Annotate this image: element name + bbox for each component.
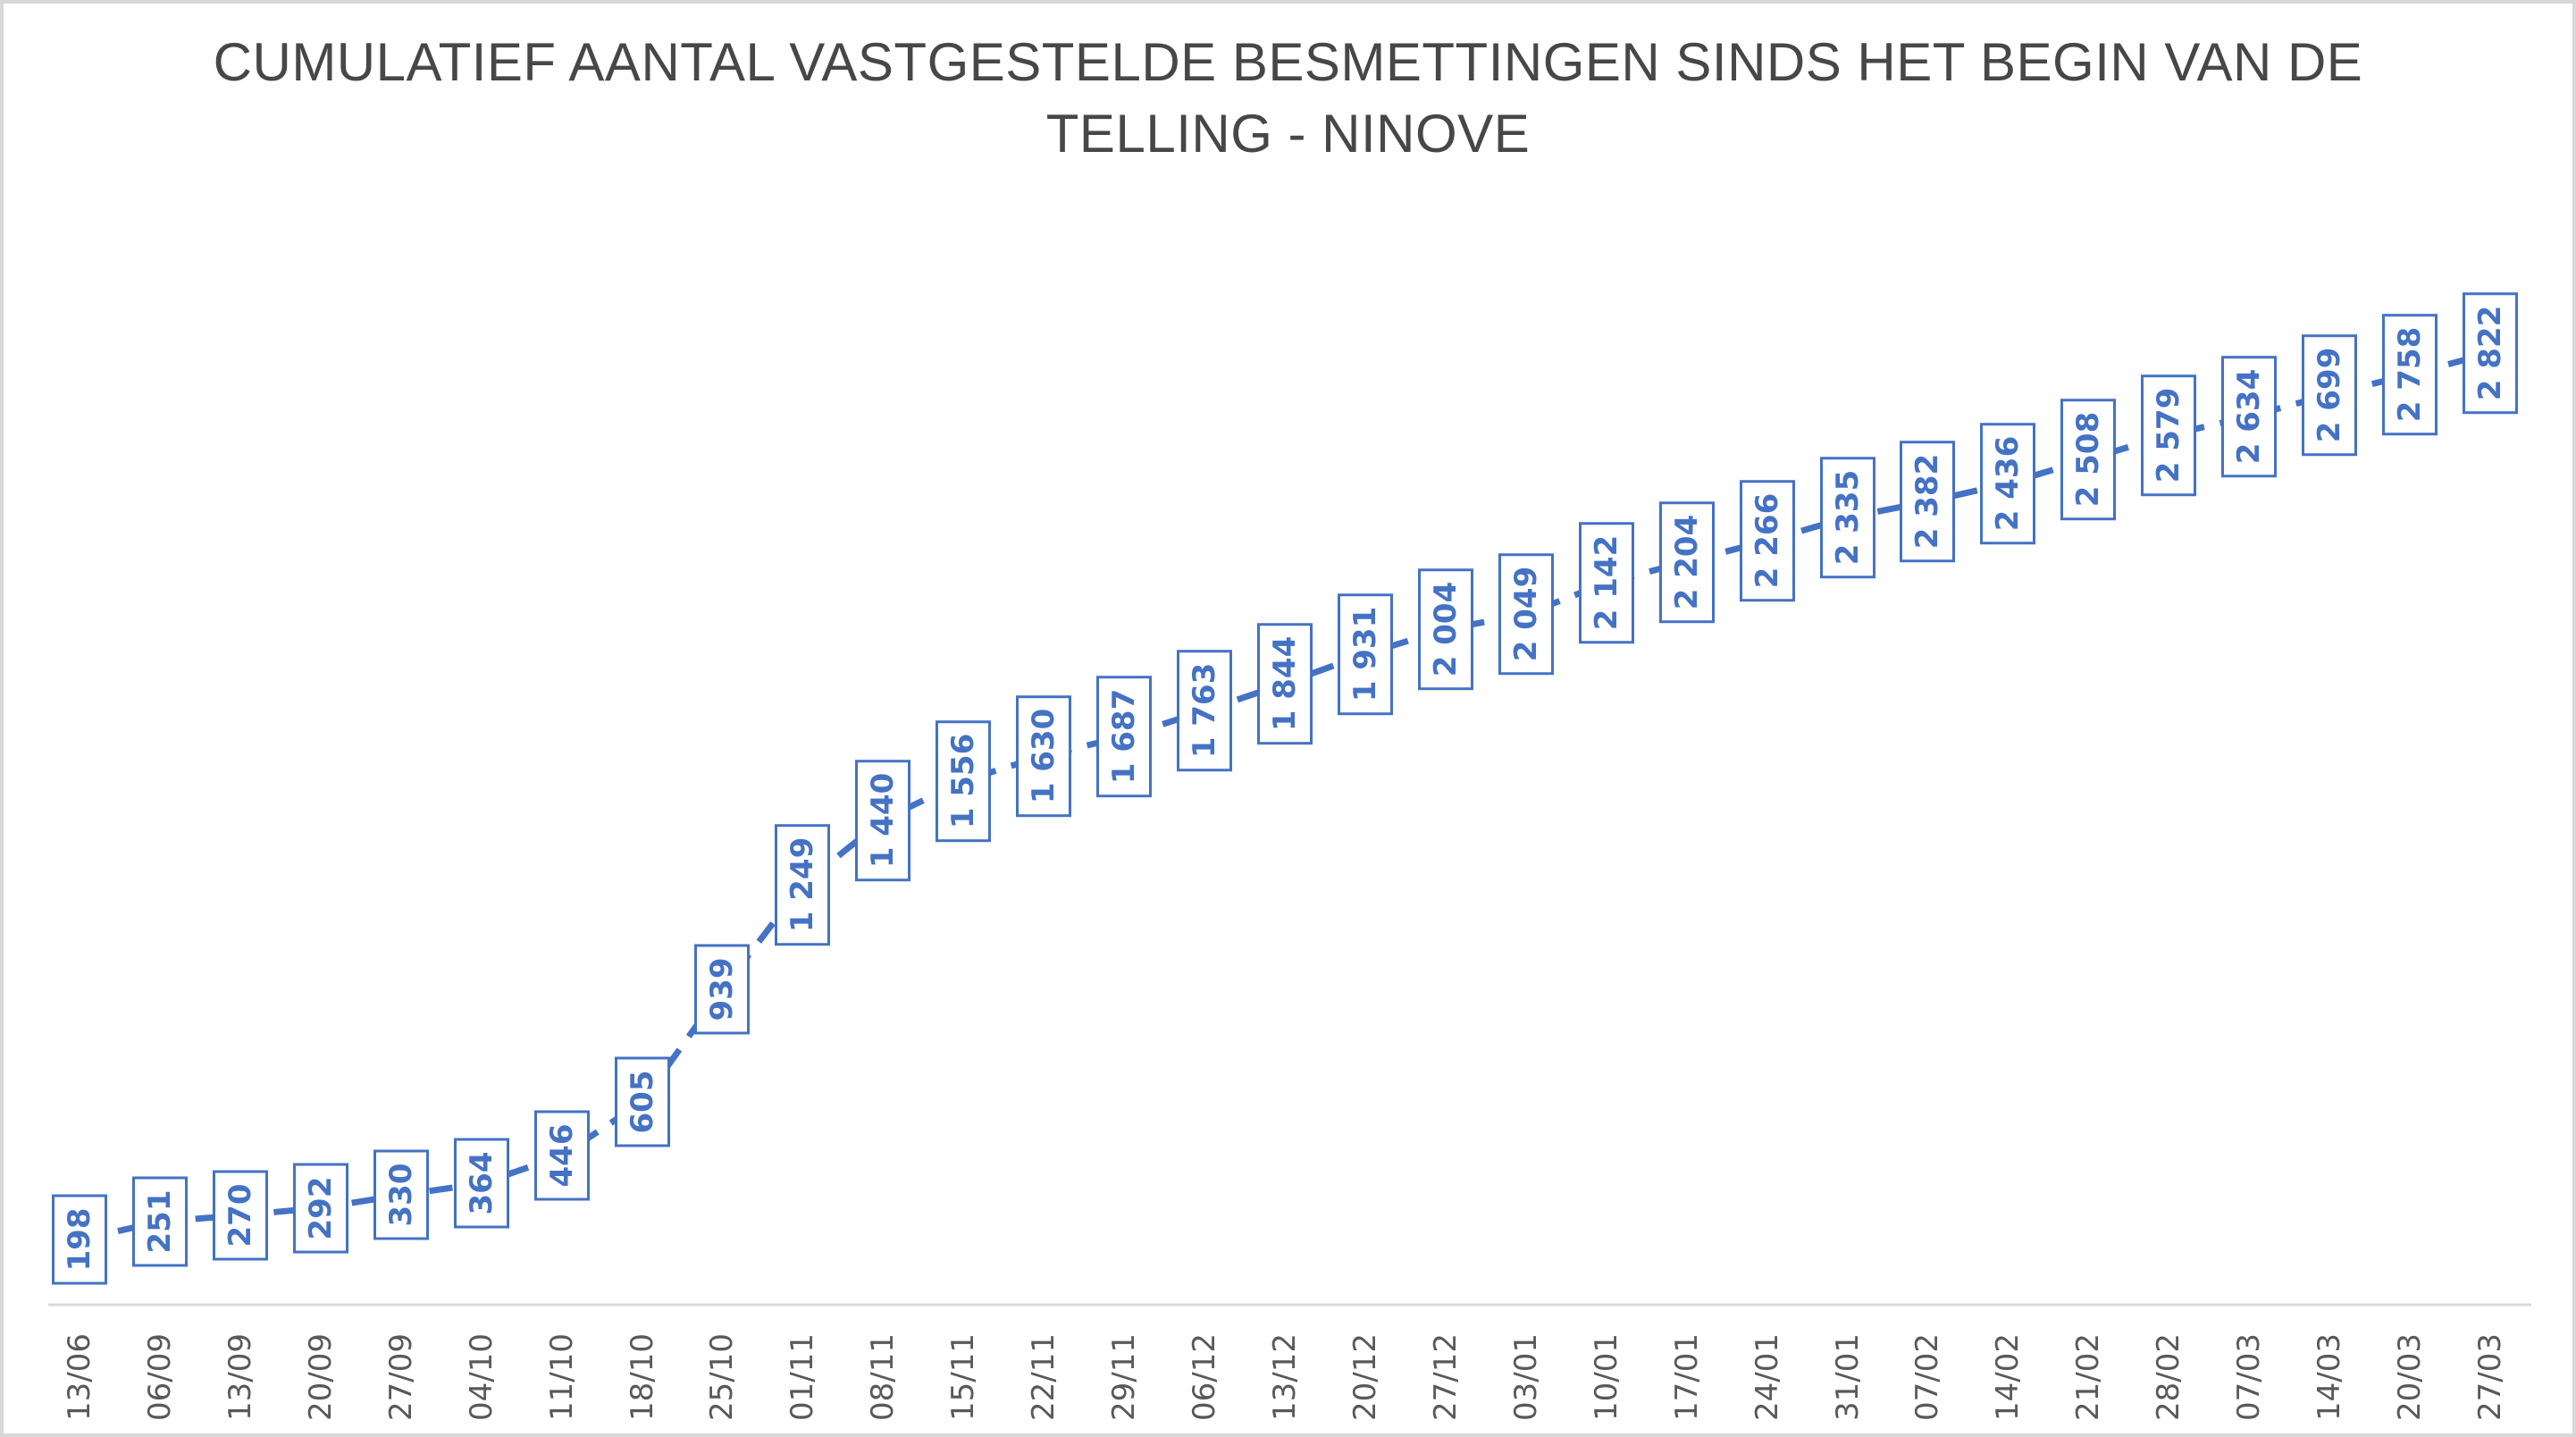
- data-label-box: 446: [533, 1110, 590, 1201]
- x-tick-label: 25/10: [704, 1333, 741, 1421]
- x-tick-label: 22/11: [1026, 1333, 1062, 1421]
- x-tick-label: 13/06: [62, 1333, 97, 1421]
- x-tick-label: 27/09: [382, 1333, 419, 1421]
- data-label-box: 2 049: [1498, 553, 1554, 676]
- x-tick-label: 03/01: [1507, 1333, 1544, 1421]
- data-label-box: 1 630: [1016, 694, 1072, 817]
- x-tick-label: 15/11: [945, 1333, 982, 1421]
- x-tick-label: 28/02: [2151, 1333, 2187, 1421]
- data-label-box: 330: [373, 1149, 429, 1240]
- data-label-box: 1 556: [936, 719, 992, 842]
- x-tick-label: 13/09: [222, 1333, 258, 1421]
- data-label-box: 1 763: [1177, 650, 1233, 772]
- x-tick-label: 31/01: [1829, 1333, 1866, 1421]
- data-label-box: 1 249: [775, 823, 831, 945]
- line-series: [79, 349, 2491, 1243]
- x-tick-label: 21/02: [2070, 1333, 2107, 1421]
- data-label-box: 2 436: [1980, 422, 2036, 545]
- data-label-box: 2 508: [2060, 398, 2117, 520]
- data-label-box: 2 579: [2141, 374, 2197, 497]
- x-tick-label: 06/12: [1187, 1333, 1223, 1421]
- data-label-box: 270: [212, 1170, 268, 1261]
- x-tick-label: 18/10: [624, 1333, 660, 1421]
- chart-title-line1: CUMULATIEF AANTAL VASTGESTELDE BESMETTIN…: [213, 32, 2363, 92]
- x-tick-label: 20/12: [1347, 1333, 1383, 1421]
- data-label-box: 251: [131, 1176, 188, 1267]
- x-tick-label: 27/03: [2472, 1333, 2508, 1421]
- x-tick-label: 27/12: [1427, 1333, 1464, 1421]
- x-tick-label: 17/01: [1668, 1333, 1705, 1421]
- x-tick-label: 01/11: [785, 1333, 821, 1421]
- data-label-box: 1 440: [855, 759, 911, 881]
- x-tick-label: 24/01: [1749, 1333, 1785, 1421]
- data-label-box: 2 335: [1819, 456, 1875, 579]
- x-tick-label: 07/03: [2231, 1333, 2268, 1421]
- data-label-box: 1 844: [1257, 622, 1313, 745]
- data-label-box: 198: [52, 1194, 107, 1285]
- data-label-box: 292: [292, 1163, 348, 1254]
- data-label-box: 2 204: [1658, 500, 1715, 623]
- x-tick-label: 20/09: [302, 1333, 339, 1421]
- data-label-box: 2 758: [2382, 313, 2438, 436]
- x-tick-label: 14/03: [2312, 1333, 2348, 1421]
- data-label-box: 2 382: [1900, 441, 1956, 563]
- data-label-box: 2 822: [2463, 291, 2518, 415]
- data-label-box: 605: [614, 1056, 670, 1147]
- x-tick-label: 04/10: [463, 1333, 499, 1421]
- x-tick-label: 07/02: [1909, 1333, 1946, 1421]
- data-label-box: 1 687: [1096, 675, 1153, 798]
- data-label-box: 2 634: [2221, 355, 2278, 478]
- data-label-box: 364: [453, 1138, 509, 1229]
- x-tick-label: 11/10: [543, 1333, 580, 1421]
- data-label-box: 2 142: [1578, 521, 1634, 644]
- chart-title-line2: TELLING - NINOVE: [1045, 104, 1531, 164]
- x-tick-label: 20/03: [2392, 1333, 2429, 1421]
- x-tick-label: 14/02: [1990, 1333, 2026, 1421]
- x-tick-label: 29/11: [1106, 1333, 1143, 1421]
- data-label-box: 2 004: [1417, 568, 1473, 691]
- data-label-box: 1 931: [1337, 592, 1393, 716]
- x-tick-label: 10/01: [1588, 1333, 1624, 1421]
- chart-title: CUMULATIEF AANTAL VASTGESTELDE BESMETTIN…: [4, 27, 2572, 170]
- x-tick-label: 06/09: [141, 1333, 178, 1421]
- x-tick-label: 08/11: [865, 1333, 902, 1421]
- data-label-box: 2 699: [2302, 333, 2358, 456]
- data-label-box: 2 266: [1739, 479, 1795, 602]
- x-tick-label: 13/12: [1267, 1333, 1303, 1421]
- data-label-box: 939: [694, 944, 751, 1035]
